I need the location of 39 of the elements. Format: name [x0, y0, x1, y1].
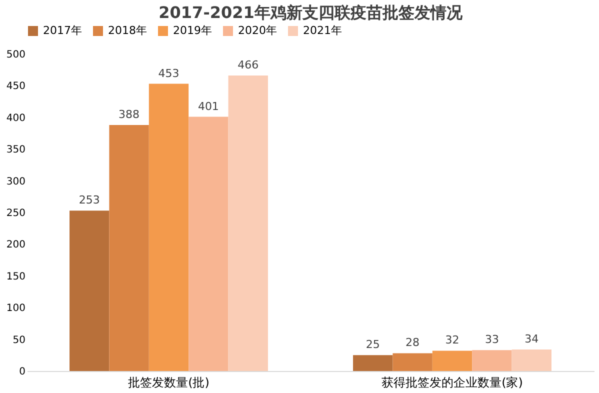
y-tick-label: 50 — [12, 334, 26, 346]
bar — [432, 350, 472, 371]
bar — [472, 350, 512, 371]
y-tick-label: 400 — [6, 112, 26, 124]
bar — [228, 76, 268, 371]
data-label: 388 — [118, 108, 140, 122]
bar — [512, 349, 552, 371]
y-tick-label: 200 — [6, 240, 26, 251]
legend-label: 2021年 — [303, 24, 342, 37]
x-tick-label: 获得批签发的企业数量(家) — [382, 376, 523, 390]
data-label: 32 — [445, 334, 460, 347]
data-label: 466 — [238, 58, 259, 72]
bar — [392, 353, 432, 371]
bar — [188, 116, 228, 371]
legend-label: 2017年 — [43, 24, 82, 37]
y-tick-label: 300 — [6, 176, 26, 188]
bar — [109, 125, 149, 371]
data-label: 33 — [484, 333, 499, 346]
y-tick-label: 100 — [6, 303, 26, 314]
chart-title: 2017-2021年鸡新支四联疫苗批签发情况 — [158, 3, 464, 22]
legend-label: 2019年 — [173, 24, 212, 37]
x-tick-label: 批签发数量(批) — [128, 376, 210, 390]
y-tick-label: 250 — [6, 208, 26, 219]
bar — [148, 84, 189, 371]
data-label: 401 — [198, 100, 219, 113]
bar — [70, 210, 110, 371]
legend-label: 2020年 — [238, 24, 277, 37]
y-tick-label: 350 — [6, 144, 26, 156]
y-tick-label: 150 — [6, 271, 26, 282]
bar — [353, 355, 393, 371]
data-label: 34 — [524, 332, 539, 346]
y-tick-label: 500 — [6, 50, 26, 60]
y-tick-label: 0 — [19, 366, 26, 378]
data-label: 253 — [78, 194, 100, 207]
data-label: 453 — [158, 66, 180, 80]
y-tick-label: 450 — [6, 81, 26, 92]
data-label: 25 — [366, 338, 380, 352]
legend-label: 2018年 — [108, 24, 147, 37]
data-label: 28 — [406, 336, 420, 350]
